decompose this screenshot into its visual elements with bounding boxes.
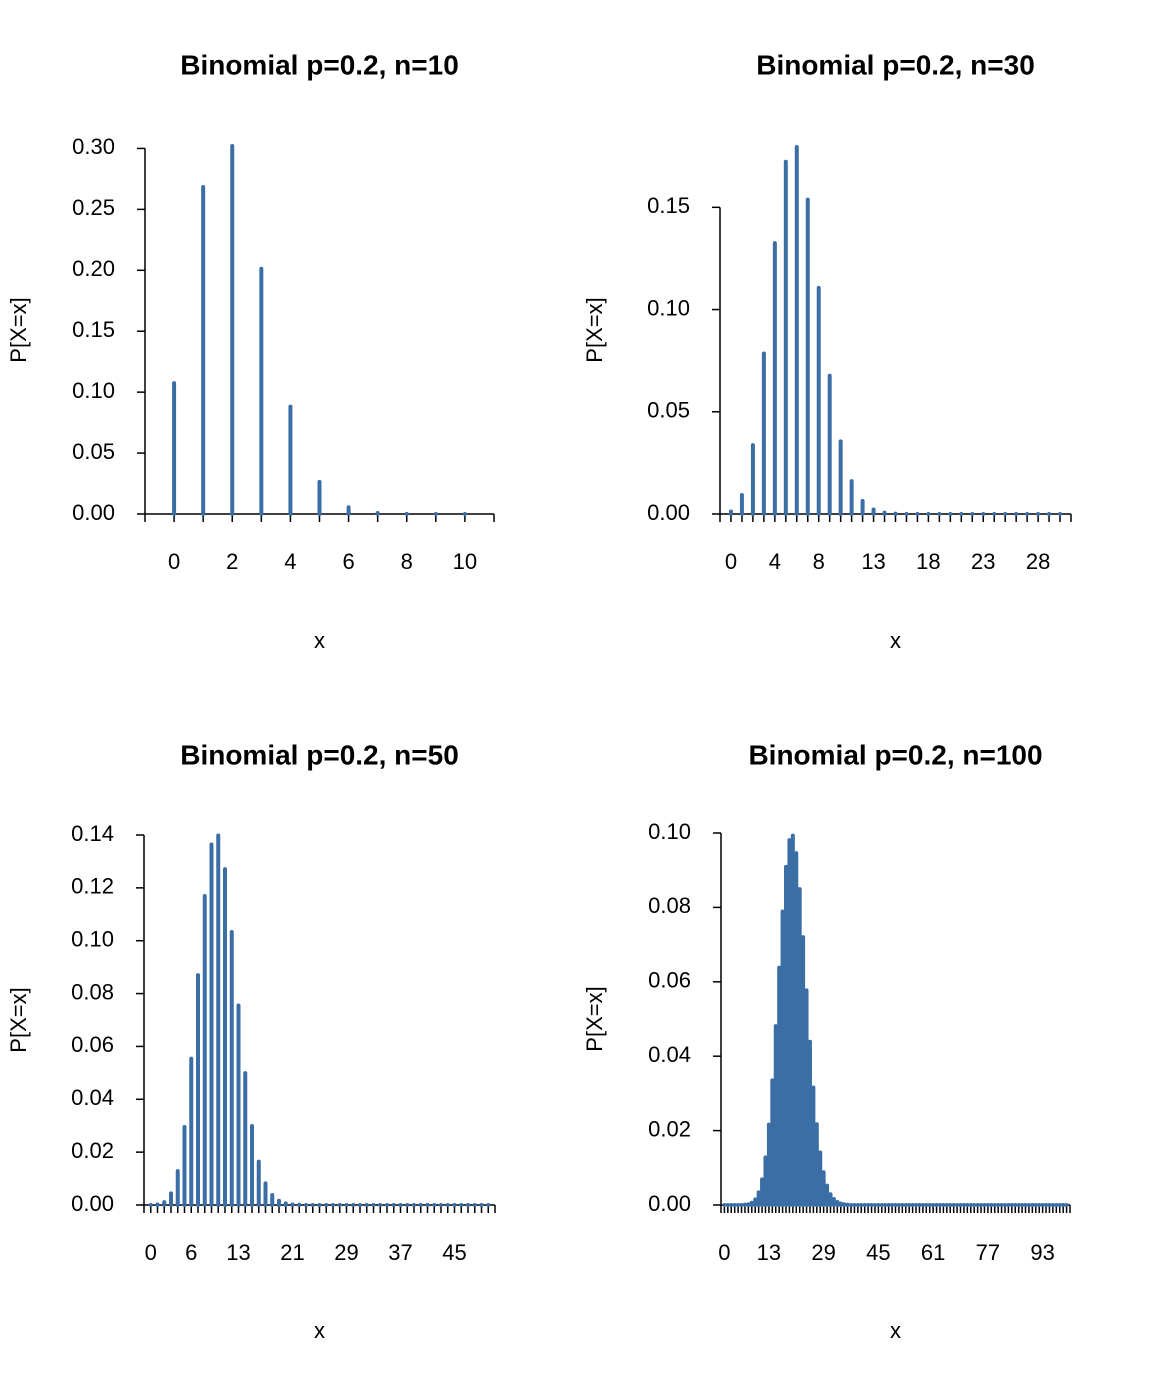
chart-title: Binomial p=0.2, n=10 bbox=[180, 49, 459, 80]
x-tick-label: 13 bbox=[226, 1240, 250, 1265]
y-tick-label: 0.10 bbox=[648, 819, 691, 844]
x-tick-label: 29 bbox=[811, 1240, 835, 1265]
y-tick-label: 0.04 bbox=[648, 1042, 691, 1067]
x-tick-label: 6 bbox=[185, 1240, 197, 1265]
x-tick-label: 18 bbox=[916, 549, 940, 574]
x-tick-label: 0 bbox=[718, 1240, 730, 1265]
x-tick-label: 21 bbox=[280, 1240, 304, 1265]
y-tick-label: 0.02 bbox=[71, 1138, 114, 1163]
chart-title: Binomial p=0.2, n=100 bbox=[748, 739, 1042, 770]
x-tick-label: 0 bbox=[168, 549, 180, 574]
y-tick-label: 0.02 bbox=[648, 1116, 691, 1141]
x-tick-label: 61 bbox=[921, 1240, 945, 1265]
x-tick-label: 23 bbox=[971, 549, 995, 574]
y-tick-label: 0.06 bbox=[71, 1032, 114, 1057]
y-tick-label: 0.05 bbox=[72, 439, 115, 464]
x-axis-label: x bbox=[890, 628, 901, 653]
y-axis-label: P[X=x] bbox=[6, 987, 31, 1052]
x-tick-label: 10 bbox=[453, 549, 477, 574]
x-tick-label: 13 bbox=[757, 1240, 781, 1265]
x-tick-label: 8 bbox=[813, 549, 825, 574]
x-tick-label: 0 bbox=[145, 1240, 157, 1265]
y-tick-label: 0.10 bbox=[71, 927, 114, 952]
y-tick-label: 0.08 bbox=[71, 979, 114, 1004]
y-tick-label: 0.15 bbox=[72, 317, 115, 342]
x-tick-label: 4 bbox=[769, 549, 781, 574]
x-axis-label: x bbox=[314, 628, 325, 653]
x-tick-label: 13 bbox=[861, 549, 885, 574]
y-axis-label: P[X=x] bbox=[582, 297, 607, 362]
y-tick-label: 0.30 bbox=[72, 134, 115, 159]
y-tick-label: 0.15 bbox=[647, 193, 690, 218]
x-tick-label: 8 bbox=[401, 549, 413, 574]
y-tick-label: 0.10 bbox=[647, 295, 690, 320]
y-tick-label: 0.00 bbox=[72, 500, 115, 525]
x-axis-label: x bbox=[890, 1318, 901, 1343]
y-axis-label: P[X=x] bbox=[6, 297, 31, 362]
x-tick-label: 6 bbox=[342, 549, 354, 574]
x-axis-label: x bbox=[314, 1318, 325, 1343]
x-tick-label: 29 bbox=[334, 1240, 358, 1265]
x-tick-label: 93 bbox=[1030, 1240, 1054, 1265]
y-tick-label: 0.08 bbox=[648, 893, 691, 918]
y-axis-label: P[X=x] bbox=[582, 986, 607, 1051]
y-tick-label: 0.14 bbox=[71, 821, 114, 846]
x-tick-label: 4 bbox=[284, 549, 296, 574]
y-tick-label: 0.04 bbox=[71, 1085, 114, 1110]
x-tick-label: 77 bbox=[976, 1240, 1000, 1265]
x-tick-label: 45 bbox=[442, 1240, 466, 1265]
x-tick-label: 2 bbox=[226, 549, 238, 574]
chart-title: Binomial p=0.2, n=30 bbox=[756, 49, 1035, 80]
x-tick-label: 28 bbox=[1026, 549, 1050, 574]
y-tick-label: 0.00 bbox=[648, 1191, 691, 1216]
y-tick-label: 0.25 bbox=[72, 195, 115, 220]
y-tick-label: 0.00 bbox=[71, 1191, 114, 1216]
y-tick-label: 0.10 bbox=[72, 378, 115, 403]
y-tick-label: 0.05 bbox=[647, 398, 690, 423]
y-tick-label: 0.12 bbox=[71, 874, 114, 899]
x-tick-label: 0 bbox=[725, 549, 737, 574]
y-tick-label: 0.00 bbox=[647, 500, 690, 525]
y-tick-label: 0.06 bbox=[648, 968, 691, 993]
y-tick-label: 0.20 bbox=[72, 256, 115, 281]
chart-title: Binomial p=0.2, n=50 bbox=[180, 739, 459, 770]
x-tick-label: 45 bbox=[866, 1240, 890, 1265]
x-tick-label: 37 bbox=[388, 1240, 412, 1265]
